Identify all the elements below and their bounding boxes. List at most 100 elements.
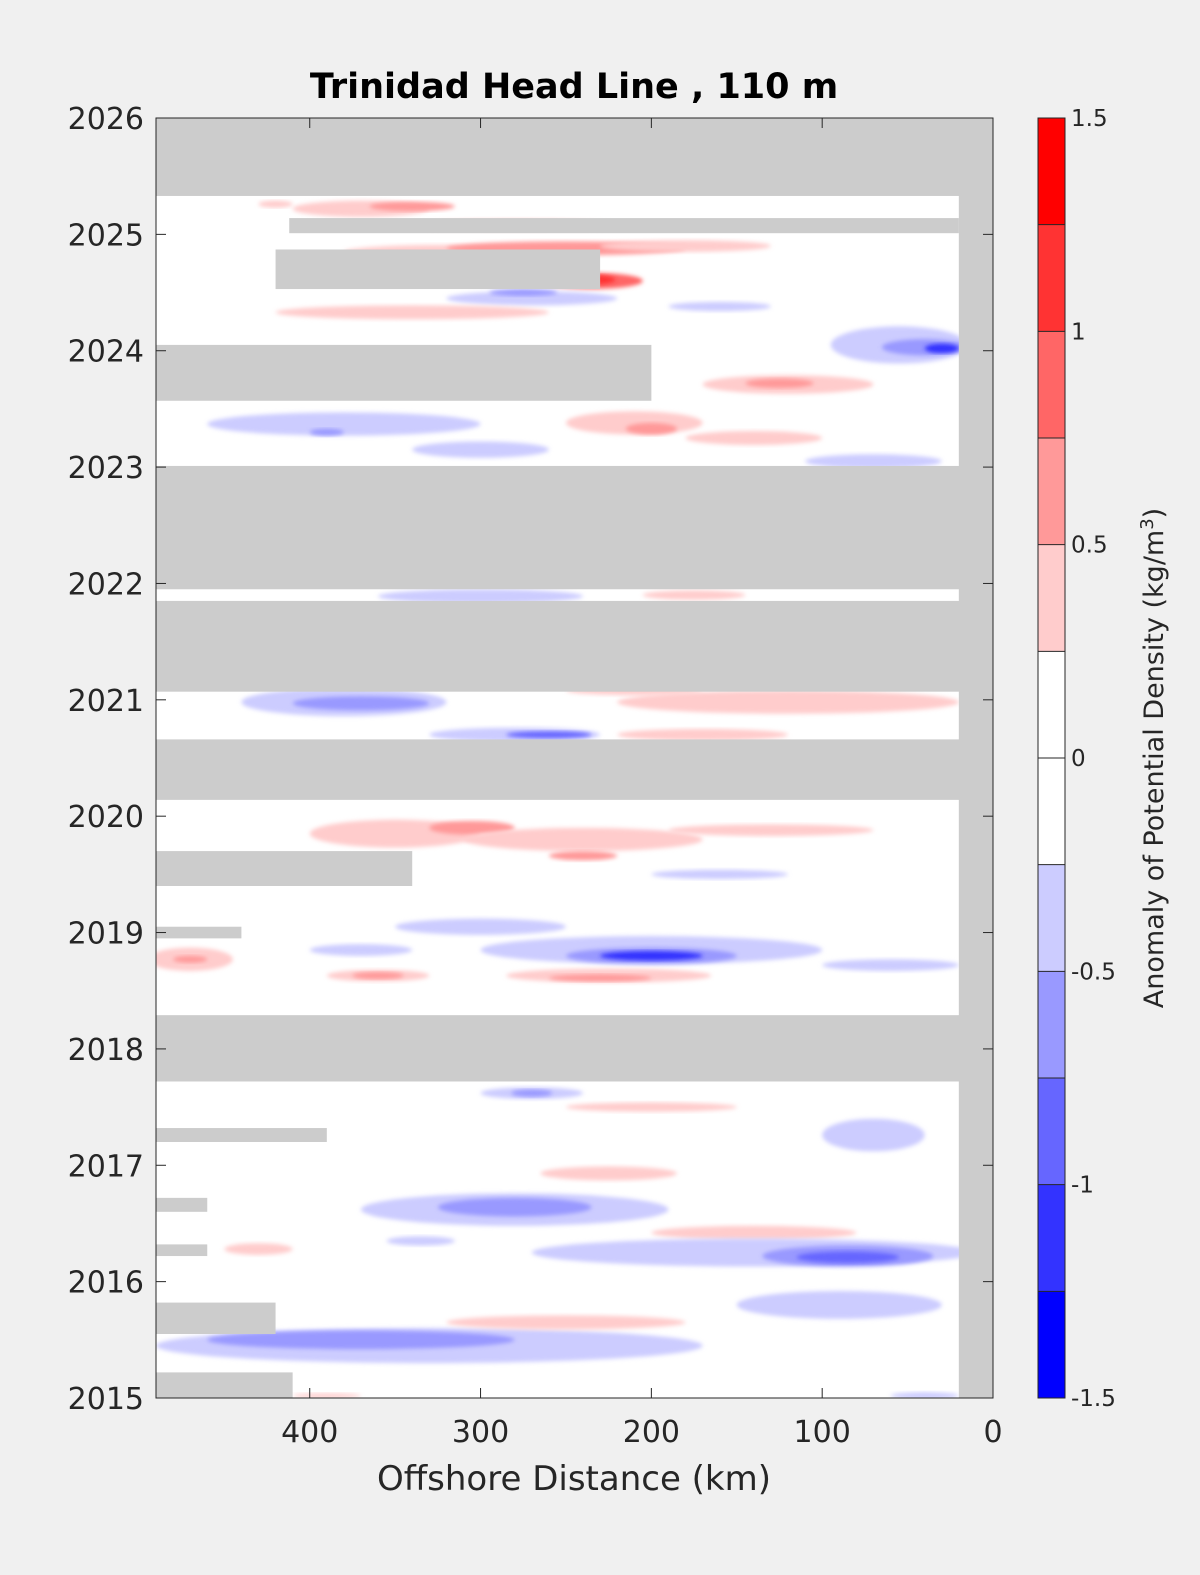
missing-data-band-2 [156,600,993,692]
y-tick-label: 2020 [68,800,144,835]
anomaly-contour-32 [506,731,592,739]
anomaly-contour-33 [617,728,789,741]
missing-data-band-6 [289,218,959,234]
anomaly-contour-68 [446,1315,686,1330]
anomaly-contour-42 [600,951,703,961]
anomaly-contour-54 [511,1089,553,1097]
chart-title: Trinidad Head Line , 110 m [310,67,838,107]
anomaly-contour-36 [463,827,703,852]
y-tick-label: 2019 [68,917,144,952]
colorbar-label-main: Anomaly of Potential Density (kg/m [1139,530,1170,1008]
colorbar-tick-label: 1.5 [1071,106,1108,132]
y-tick-label: 2022 [68,567,144,602]
y-tick-label: 2018 [68,1033,144,1068]
colorbar-label-superscript: 3 [1137,518,1158,529]
colorbar-segment-5 [1038,651,1065,758]
y-tick-label: 2016 [68,1266,144,1301]
anomaly-contour-25 [378,589,584,604]
x-tick-label: 100 [794,1415,851,1450]
anomaly-contour-11 [668,301,771,312]
anomaly-contour-35 [429,820,515,835]
missing-data-band-0 [156,118,993,196]
anomaly-contour-24 [805,454,942,469]
anomaly-contour-55 [565,1102,737,1112]
anomaly-contour-46 [352,972,404,980]
x-tick-label: 300 [452,1415,509,1450]
y-axis: 2015 2016 2017 2018 2019 2020 2021 2022 2023 2024… [68,102,993,1417]
missing-data-band-3 [156,468,993,590]
missing-data-band-13 [156,1244,208,1257]
colorbar-segment-8 [1038,971,1065,1078]
colorbar-tick-label: 0.5 [1071,533,1108,559]
missing-data-band-4 [156,739,993,800]
anomaly-contour-0 [258,200,293,208]
missing-data-band-15 [156,1372,293,1398]
missing-data-band-8 [156,344,652,401]
colorbar-frame [1037,117,1066,1399]
colorbar-label-end: ) [1139,508,1170,519]
anomaly-contour-23 [309,428,344,436]
colorbar-segment-10 [1038,1184,1065,1292]
plot-area [155,117,994,1399]
anomaly-contour-19 [625,422,677,435]
anomaly-contour-57 [540,1166,677,1181]
colorbar-tick-label: -1.5 [1071,1386,1116,1412]
x-axis-label: Offshore Distance (km) [377,1459,771,1499]
anomaly-contour-9 [446,291,618,306]
missing-data-band-14 [156,1302,276,1334]
y-tick-label: 2021 [68,684,144,719]
missing-data-band-7 [275,249,601,290]
y-tick-label: 2026 [68,102,144,137]
anomaly-contour-15 [924,343,959,354]
missing-data-band-16 [958,118,993,1398]
anomaly-contour-65 [224,1243,293,1255]
anomaly-contour-48 [548,974,652,982]
anomaly-contour-17 [745,378,814,388]
anomaly-contour-20 [685,431,823,445]
missing-data-band-5 [156,1015,993,1082]
anomaly-contour-21 [207,412,481,436]
anomaly-contour-10 [489,289,558,297]
missing-data-band-10 [156,926,242,939]
anomaly-contour-22 [412,441,549,458]
x-tick-label: 400 [281,1415,338,1450]
y-tick-label: 2024 [68,335,144,370]
colorbar-segment-0 [1038,118,1065,225]
anomaly-contour-63 [796,1251,900,1264]
anomaly-contour-49 [309,944,413,956]
colorbar-segment-1 [1038,224,1065,332]
x-tick-label: 200 [623,1415,680,1450]
colorbar-segment-2 [1038,331,1065,438]
colorbar-tick-label: 1 [1071,319,1086,345]
anomaly-contour-28 [292,696,430,711]
anomaly-contour-26 [642,590,746,600]
colorbar-tick-label: -1 [1071,1173,1094,1199]
missing-data-band-12 [156,1197,208,1212]
anomaly-contour-70 [890,1392,959,1398]
colorbar-tick-label: -0.5 [1071,959,1116,985]
anomaly-contour-71 [292,1393,361,1398]
anomaly-contour-2 [369,201,455,212]
colorbar-segment-6 [1038,758,1065,865]
anomaly-contour-64 [386,1236,455,1246]
x-tick-label: 0 [983,1415,1002,1450]
anomaly-contour-44 [173,955,208,963]
colorbar-segment-4 [1038,544,1065,652]
anomaly-contour-38 [668,824,874,836]
y-tick-label: 2023 [68,451,144,486]
anomaly-contour-59 [437,1197,592,1217]
colorbar-label: Anomaly of Potential Density (kg/m3) [1137,508,1171,1008]
missing-data-layer [156,118,993,1398]
anomaly-contour-39 [651,869,789,880]
anomaly-contour-50 [822,959,959,971]
missing-data-band-9 [156,851,413,886]
anomaly-contour-51 [395,918,566,935]
colorbar-tick-label: 0 [1071,746,1086,772]
anomaly-contour-60 [651,1225,857,1240]
y-tick-label: 2025 [68,218,144,253]
anomaly-contour-37 [548,851,618,861]
colorbar-segment-3 [1038,438,1065,545]
y-tick-label: 2015 [68,1382,144,1417]
anomaly-contour-56 [822,1118,925,1152]
